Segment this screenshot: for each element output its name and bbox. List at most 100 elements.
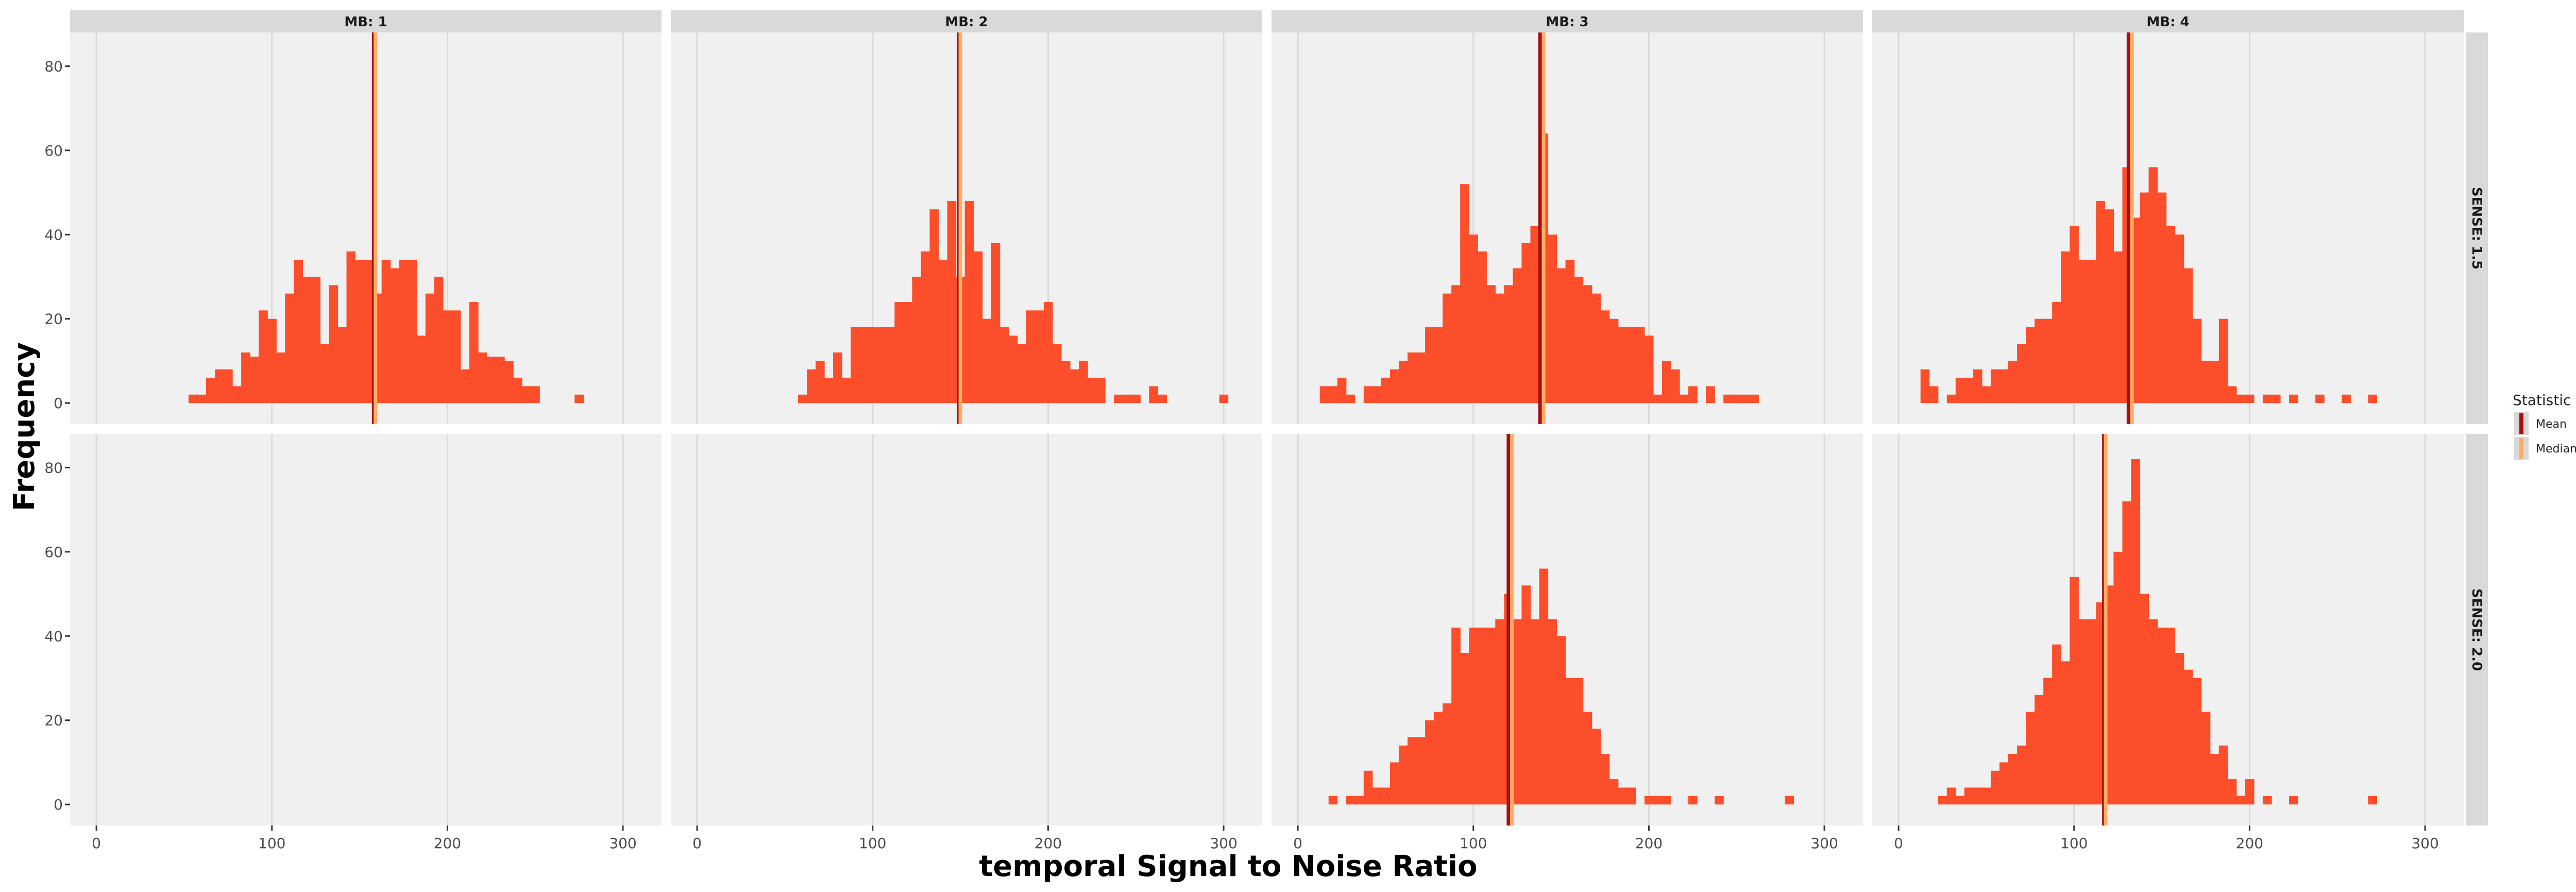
histogram-bar (1469, 627, 1478, 805)
histogram-bar (2087, 260, 2096, 403)
histogram-bar (1635, 327, 1645, 403)
histogram-bar (1920, 369, 1930, 403)
histogram-bar (1149, 386, 1158, 403)
histogram-bar (1381, 378, 1391, 403)
histogram-bar (451, 310, 461, 403)
histogram-bar (574, 394, 584, 403)
histogram-bar (1688, 386, 1698, 403)
histogram-bar (1706, 386, 1715, 403)
histogram-bar (2262, 796, 2272, 805)
histogram-bar (2061, 251, 2070, 403)
histogram-bar (215, 369, 224, 403)
histogram-bar (1088, 378, 1097, 403)
legend: Statistic Mean Median (2513, 392, 2576, 460)
histogram-bar (991, 243, 1001, 403)
histogram-bar (1653, 394, 1663, 403)
histogram-panel (671, 434, 1262, 826)
histogram-bar (1460, 652, 1469, 805)
histogram-panel (671, 32, 1262, 424)
x-tick-label: 100 (1460, 835, 1487, 852)
histogram-bar (443, 310, 452, 403)
histogram-bar (2218, 745, 2228, 805)
histogram-bar (1626, 327, 1636, 403)
histogram-bar (1363, 386, 1373, 403)
legend-title: Statistic (2513, 392, 2571, 409)
histogram-bar (2368, 394, 2377, 403)
histogram-bar (1723, 394, 1733, 403)
histogram-bar (1715, 796, 1724, 805)
histogram-bar (329, 285, 338, 403)
histogram-bar (224, 369, 233, 403)
histogram-bar (1425, 327, 1434, 403)
histogram-panel (1872, 32, 2464, 424)
histogram-bar (1618, 327, 1628, 403)
histogram-bar (1114, 394, 1123, 403)
column-strip-label: MB: 3 (1546, 14, 1588, 30)
histogram-bar (1662, 796, 1671, 805)
histogram-bar (2043, 678, 2053, 805)
histogram-bar (1026, 310, 1036, 403)
histogram-bar (1741, 394, 1750, 403)
histogram-bar (1591, 293, 1601, 403)
histogram-bar (2245, 779, 2255, 805)
histogram-bar (1955, 378, 1965, 403)
histogram-bar (320, 344, 330, 403)
x-tick-label: 200 (1635, 835, 1663, 852)
histogram-bar (1495, 619, 1504, 805)
histogram-bar (1443, 703, 1452, 805)
histogram-bar (2052, 302, 2061, 403)
histogram-bar (1600, 754, 1610, 805)
histogram-bar (1990, 770, 2000, 805)
histogram-bar (868, 327, 877, 403)
histogram-bar (2105, 209, 2114, 403)
histogram-bar (877, 327, 886, 403)
histogram-bar (1750, 394, 1759, 403)
y-tick-label: 20 (44, 712, 63, 729)
histogram-bar (1530, 226, 1540, 403)
histogram-bar (2166, 627, 2176, 805)
histogram-bar (2210, 361, 2219, 403)
x-tick-label: 200 (434, 835, 461, 852)
histogram-bar (2192, 678, 2202, 805)
histogram-bar (2183, 268, 2193, 403)
x-tick-label: 200 (1035, 835, 1062, 852)
histogram-bar (1478, 251, 1487, 403)
histogram-bar (1017, 344, 1027, 403)
x-tick-label: 300 (609, 835, 636, 852)
histogram-bar (2271, 394, 2281, 403)
histogram-panel (1872, 434, 2464, 826)
histogram-bar (2008, 754, 2018, 805)
histogram-bar (1052, 344, 1062, 403)
histogram-panel (70, 32, 662, 424)
histogram-bar (2157, 627, 2167, 805)
histogram-bar (1416, 352, 1426, 403)
histogram-bar (1363, 770, 1373, 805)
histogram-bar (1521, 585, 1531, 805)
histogram-bar (2087, 619, 2096, 805)
histogram-bar (2113, 551, 2123, 805)
histogram-bar (2175, 234, 2184, 403)
histogram-bar (2201, 712, 2211, 805)
histogram-bar (2017, 745, 2026, 805)
panel-background (70, 434, 662, 826)
histogram-bar (1670, 369, 1680, 403)
histogram-bar (2210, 754, 2219, 805)
histogram-bar (2052, 644, 2061, 805)
histogram-bar (206, 378, 215, 403)
histogram-bar (1486, 627, 1496, 805)
histogram-bar (921, 251, 930, 403)
histogram-bar (250, 357, 259, 403)
histogram-bar (2026, 712, 2035, 805)
column-strip (671, 10, 1262, 32)
histogram-bar (1328, 796, 1338, 805)
histogram-bar (434, 276, 444, 403)
histogram-bar (1434, 327, 1443, 403)
histogram-panel (70, 434, 662, 826)
histogram-bar (1123, 394, 1132, 403)
histogram-bar (886, 327, 895, 403)
histogram-bar (2157, 192, 2167, 403)
histogram-panel (1272, 434, 1863, 826)
histogram-bar (2166, 226, 2176, 403)
x-axis-title: temporal Signal to Noise Ratio (979, 850, 1477, 883)
